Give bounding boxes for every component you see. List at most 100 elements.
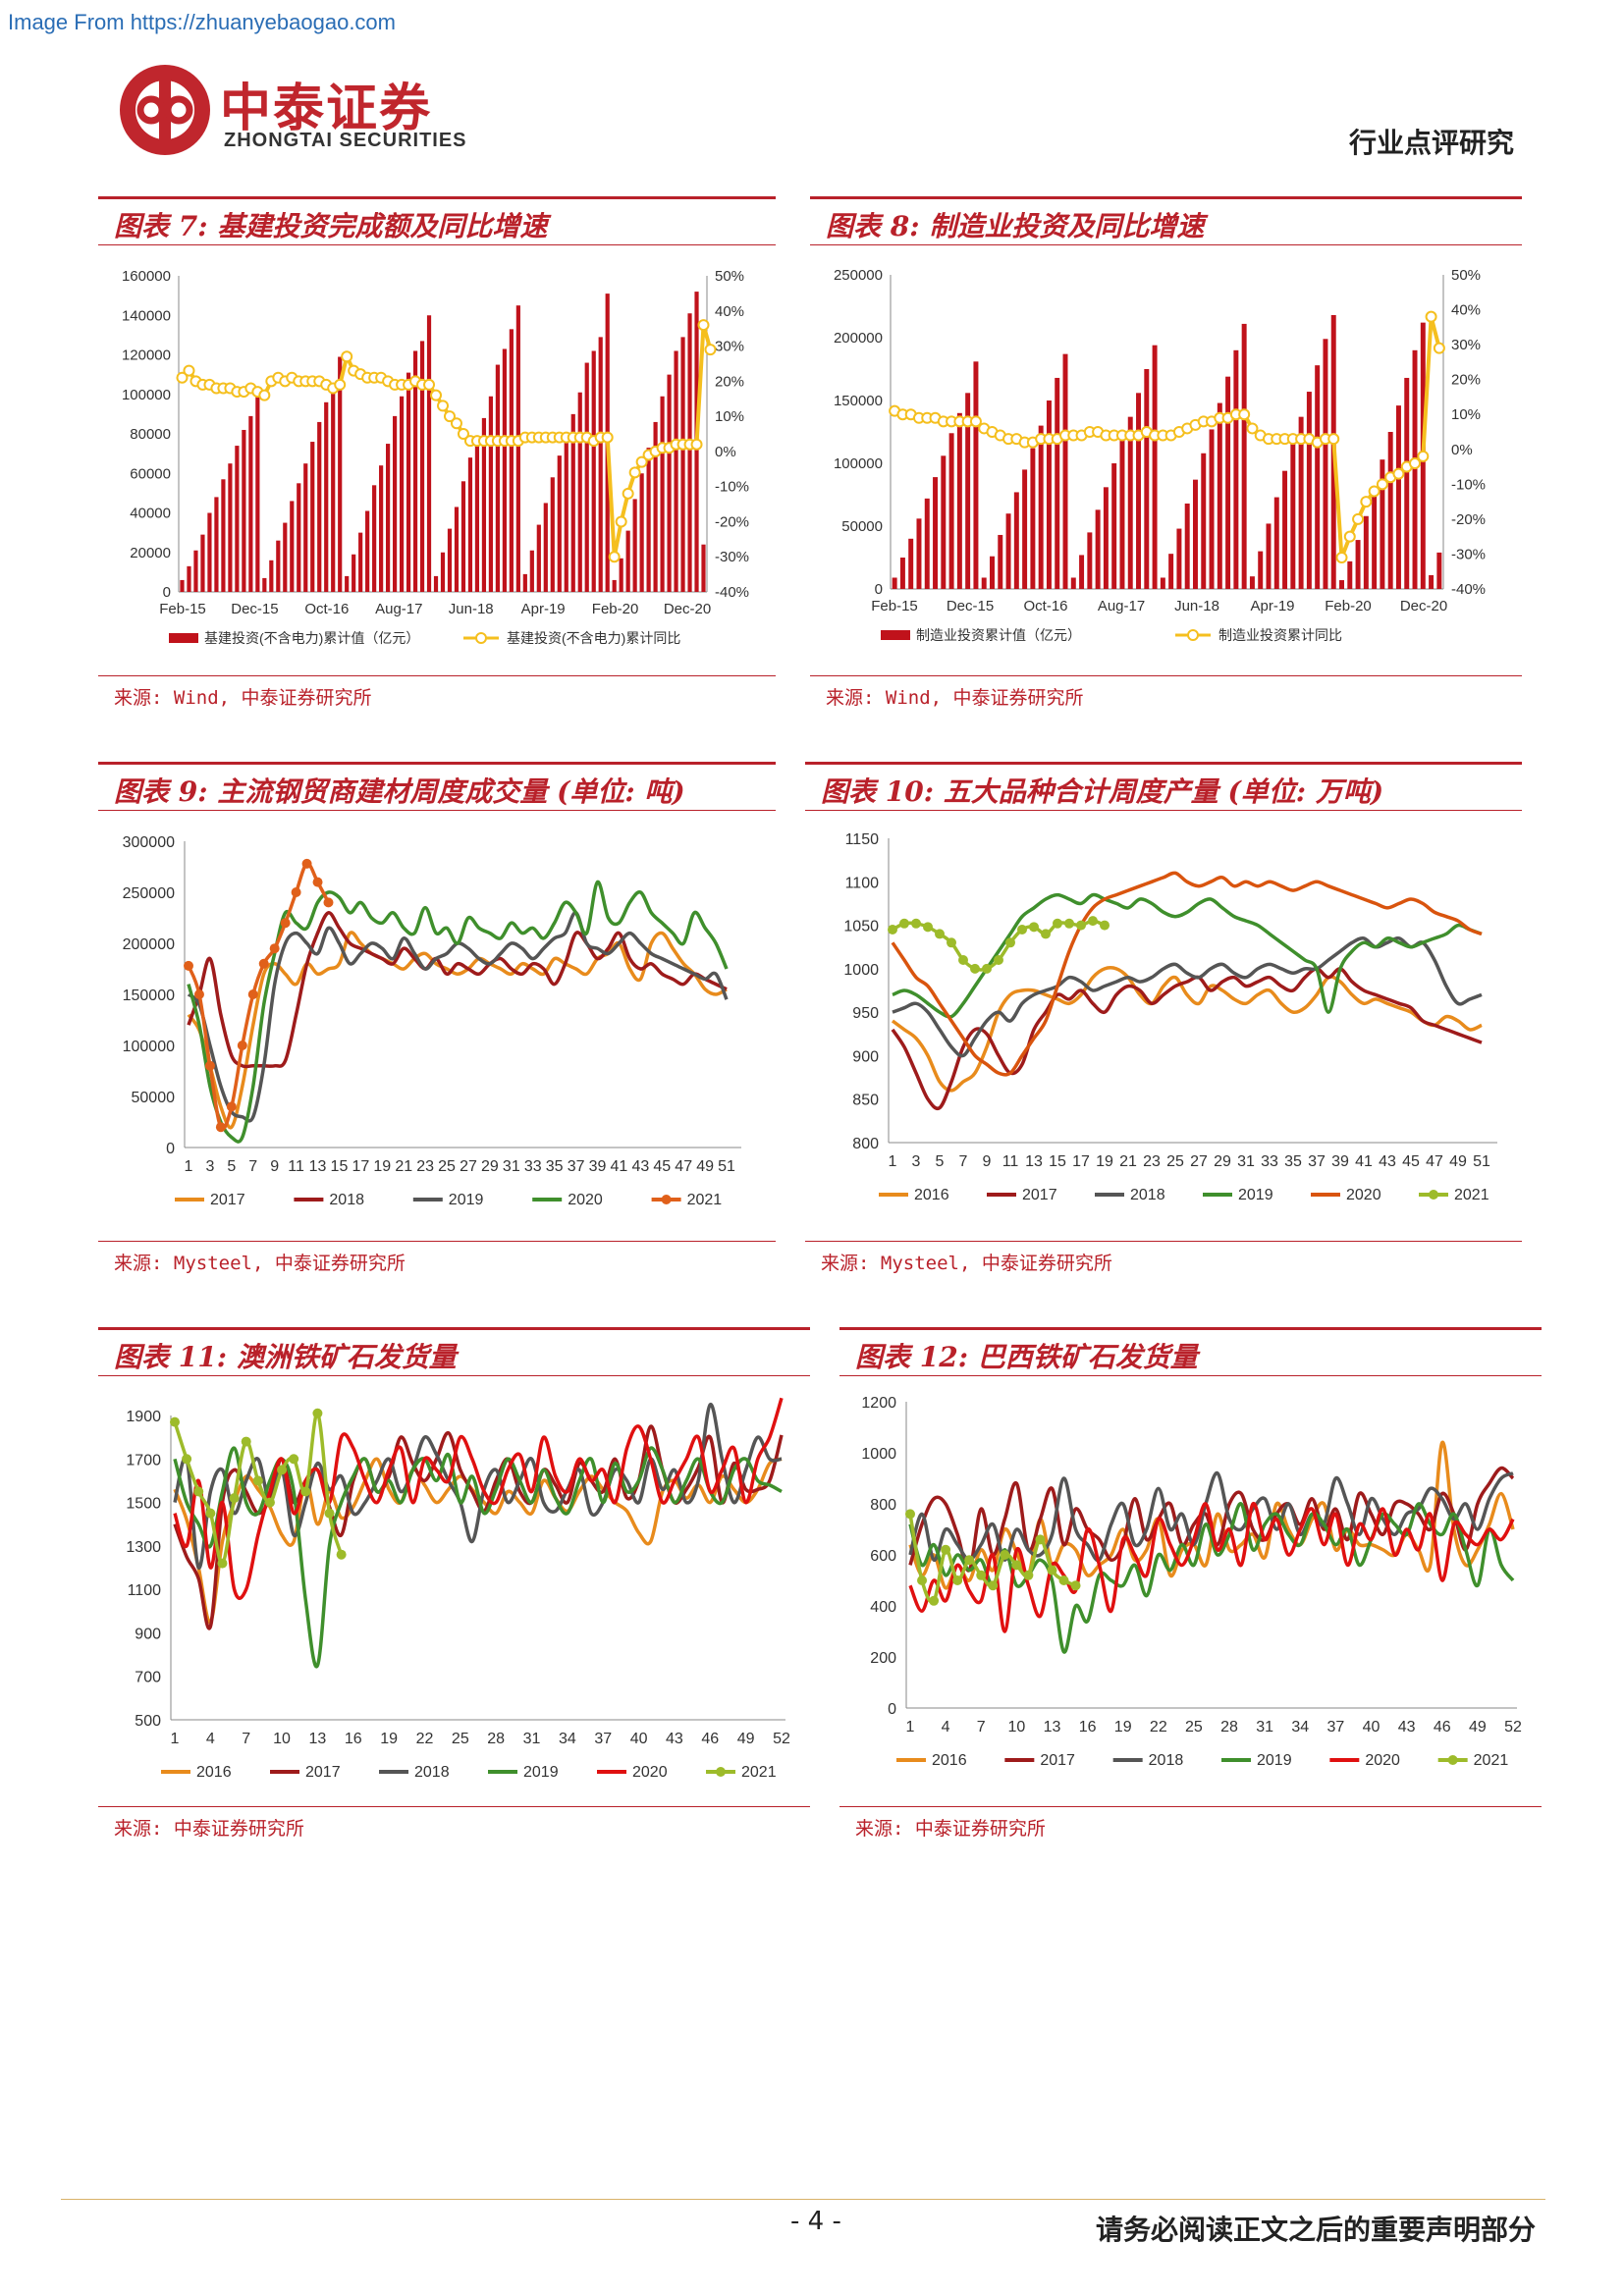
bar-mark xyxy=(495,364,500,592)
bar-mark xyxy=(1233,349,1239,589)
y-tick-label: 160000 xyxy=(122,268,171,285)
x-tick-label: 10 xyxy=(1007,1719,1025,1735)
x-tick-label: 22 xyxy=(1150,1719,1167,1735)
x-tick-label: 13 xyxy=(1025,1153,1043,1170)
series-point-2021 xyxy=(1070,1580,1081,1591)
y-tick-label: 250000 xyxy=(834,267,883,284)
bar-mark xyxy=(1062,353,1068,589)
bar-mark xyxy=(454,507,460,592)
y-tick-label: 80000 xyxy=(130,426,171,443)
y-tick-label: 150000 xyxy=(834,393,883,409)
x-tick-label: 1 xyxy=(185,1158,193,1175)
legend-swatch-point xyxy=(475,632,487,644)
bar-mark xyxy=(317,421,322,592)
bar-mark xyxy=(379,465,384,592)
x-tick-label: 5 xyxy=(227,1158,236,1175)
bar-mark xyxy=(990,556,995,589)
bar-mark xyxy=(1111,463,1117,589)
bar-mark xyxy=(1363,515,1369,589)
bar-mark xyxy=(1266,523,1272,589)
bar-mark xyxy=(916,518,922,589)
legend-label: 制造业投资累计同比 xyxy=(1218,627,1342,643)
x-tick-label: 7 xyxy=(959,1153,968,1170)
series-point-2021 xyxy=(336,1549,347,1560)
x-tick-label: 45 xyxy=(653,1158,671,1175)
bar-mark xyxy=(973,361,979,589)
series-point-2021 xyxy=(289,1454,299,1465)
yoy-point xyxy=(423,378,436,391)
series-point-2021 xyxy=(280,918,291,929)
x-tick-label: 13 xyxy=(309,1731,327,1747)
x-tick-label: Aug-17 xyxy=(375,601,422,617)
y-tick-label: 1050 xyxy=(843,919,879,935)
x-tick-label: Jun-18 xyxy=(1174,598,1219,614)
panel-footer xyxy=(98,1806,810,1807)
disclaimer: 请务必阅读正文之后的重要声明部分 xyxy=(1095,2214,1536,2246)
x-tick-label: 9 xyxy=(270,1158,279,1175)
series-point-2021 xyxy=(226,1101,237,1112)
x-tick-label: Aug-17 xyxy=(1098,598,1145,614)
legend-swatch-bar xyxy=(881,630,910,640)
yoy-point xyxy=(1417,450,1430,462)
legend-label: 2019 xyxy=(449,1192,484,1208)
x-tick-label: 31 xyxy=(523,1731,541,1747)
legend-label: 2019 xyxy=(1257,1752,1292,1769)
x-tick-label: 19 xyxy=(373,1158,391,1175)
series-point-2021 xyxy=(252,1475,263,1486)
bar-mark xyxy=(892,577,897,589)
bar-mark xyxy=(1241,323,1247,589)
x-tick-label: 9 xyxy=(983,1153,992,1170)
bar-mark xyxy=(1347,561,1353,589)
yoy-point xyxy=(1335,552,1348,563)
bar-mark xyxy=(372,485,377,592)
y-tick-label: 40000 xyxy=(130,506,171,522)
legend-label: 2020 xyxy=(568,1192,603,1208)
bar-mark xyxy=(1209,429,1215,589)
bar-mark xyxy=(1127,416,1133,589)
panel-footer xyxy=(839,1806,1542,1807)
x-tick-label: 4 xyxy=(206,1731,215,1747)
bar-mark xyxy=(1030,448,1036,589)
source-note: 来源: Mysteel, 中泰证券研究所 xyxy=(821,1253,1112,1274)
panel-header: 图表 9: 主流钢贸商建材周度成交量 (单位: 吨) xyxy=(98,762,776,811)
panel-chart-10: 图表 10: 五大品种合计周度产量 (单位: 万吨) 1150 1100 1050 1… xyxy=(805,762,1522,1292)
yoy-point xyxy=(622,487,634,500)
y2-tick-label: 30% xyxy=(1451,337,1481,353)
panel-header: 图表 11: 澳洲铁矿石发货量 xyxy=(98,1327,810,1376)
bar-mark xyxy=(591,350,596,592)
y-tick-label: 100000 xyxy=(834,455,883,472)
x-tick-label: 23 xyxy=(416,1158,434,1175)
bar-mark xyxy=(324,401,329,592)
y-tick-label: 1000 xyxy=(843,962,879,979)
bar-mark xyxy=(433,575,439,592)
panel-title: 图表 8: 制造业投资及同比增速 xyxy=(826,210,1205,242)
x-tick-label: 31 xyxy=(503,1158,520,1175)
y2-tick-label: 10% xyxy=(1451,406,1481,423)
legend-label: 2017 xyxy=(1022,1187,1057,1203)
yoy-point xyxy=(341,350,353,363)
chart-infra-investment: 160000 140000 120000 100000 80000 60000 40000 2… xyxy=(122,268,749,646)
legend-label: 2020 xyxy=(1365,1752,1400,1769)
yoy-point xyxy=(1433,342,1445,354)
yoy-point xyxy=(183,364,195,377)
legend-label: 2021 xyxy=(741,1764,777,1781)
x-tick-label: 21 xyxy=(1119,1153,1137,1170)
bar-mark xyxy=(207,512,212,592)
y-tick-label: 700 xyxy=(135,1670,161,1686)
chart-brazil-iron-ore: 1200 1000 800 600 400 200 01 4 7 10 13 16 19 22 25 28 31… xyxy=(861,1395,1522,1769)
yoy-point xyxy=(1352,512,1365,525)
y2-tick-label: -40% xyxy=(1451,581,1486,598)
series-point-2021 xyxy=(258,958,269,969)
series-point-2021 xyxy=(193,989,204,999)
x-tick-label: 4 xyxy=(942,1719,950,1735)
panel-chart-12: 图表 12: 巴西铁矿石发货量 1200 1000 800 600 400 200 0 1 4 7… xyxy=(839,1327,1542,1857)
x-tick-label: 35 xyxy=(1284,1153,1302,1170)
y-tick-label: 150000 xyxy=(123,988,175,1004)
y-tick-label: 200000 xyxy=(834,330,883,347)
x-tick-label: 7 xyxy=(248,1158,257,1175)
x-tick-label: 7 xyxy=(977,1719,986,1735)
legend-swatch-point xyxy=(661,1195,672,1204)
legend-label: 2020 xyxy=(632,1764,668,1781)
series-point-2021 xyxy=(237,1041,247,1050)
